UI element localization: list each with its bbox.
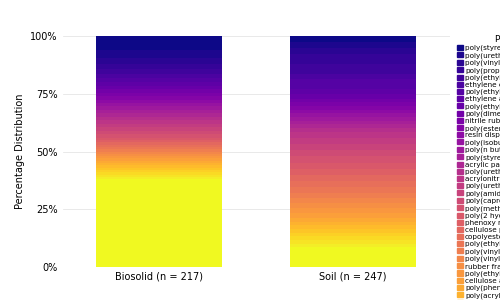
Bar (290, 187, 416, 193)
Bar (96, 154, 222, 156)
Bar (290, 106, 416, 110)
Legend: poly(styrene) expanded, poly(urethane) foam, poly(vinyl acetate), poly(propylene: poly(styrene) expanded, poly(urethane) f… (458, 35, 500, 300)
Bar (290, 198, 416, 203)
Bar (290, 203, 416, 208)
Bar (290, 208, 416, 213)
Bar (96, 78, 222, 82)
Bar (96, 172, 222, 175)
Bar (96, 124, 222, 127)
Bar (290, 99, 416, 102)
Bar (96, 175, 222, 177)
Bar (96, 152, 222, 154)
Bar (290, 247, 416, 267)
Bar (290, 124, 416, 128)
Bar (290, 94, 416, 99)
Bar (96, 110, 222, 113)
Bar (96, 134, 222, 138)
Bar (290, 244, 416, 247)
Bar (290, 36, 416, 42)
Bar (96, 161, 222, 163)
Bar (96, 165, 222, 168)
Bar (96, 120, 222, 124)
Bar (96, 156, 222, 158)
Bar (290, 54, 416, 64)
Bar (290, 175, 416, 181)
Bar (96, 86, 222, 89)
Bar (290, 225, 416, 229)
Bar (96, 147, 222, 149)
Bar (290, 181, 416, 187)
Bar (96, 168, 222, 170)
Bar (96, 131, 222, 134)
Bar (290, 79, 416, 89)
Bar (290, 156, 416, 163)
Bar (290, 193, 416, 198)
Bar (96, 170, 222, 172)
Bar (96, 138, 222, 140)
Bar (96, 58, 222, 64)
Bar (96, 89, 222, 93)
Bar (96, 50, 222, 58)
Bar (290, 218, 416, 221)
Bar (96, 149, 222, 152)
Bar (96, 64, 222, 70)
Bar (96, 163, 222, 165)
Bar (290, 89, 416, 94)
Bar (290, 74, 416, 79)
Bar (290, 213, 416, 218)
Bar (290, 240, 416, 244)
Bar (96, 142, 222, 145)
Bar (290, 42, 416, 48)
Bar (290, 150, 416, 156)
Bar (290, 110, 416, 113)
Bar (290, 236, 416, 240)
Bar (290, 163, 416, 169)
Bar (290, 221, 416, 225)
Bar (96, 158, 222, 161)
Bar (96, 177, 222, 179)
Bar (96, 117, 222, 120)
Bar (290, 48, 416, 54)
Bar (290, 117, 416, 121)
Bar (290, 232, 416, 236)
Bar (290, 144, 416, 150)
Bar (96, 127, 222, 131)
Bar (290, 113, 416, 117)
Bar (96, 106, 222, 110)
Bar (290, 169, 416, 175)
Bar (290, 132, 416, 138)
Bar (96, 93, 222, 96)
Bar (96, 70, 222, 74)
Y-axis label: Percentage Distribution: Percentage Distribution (14, 94, 24, 209)
Bar (290, 138, 416, 144)
Bar (96, 36, 222, 50)
Bar (96, 113, 222, 117)
Bar (96, 96, 222, 100)
Bar (96, 100, 222, 103)
Bar (290, 128, 416, 132)
Bar (96, 74, 222, 78)
Bar (96, 179, 222, 267)
Bar (290, 102, 416, 106)
Bar (290, 64, 416, 74)
Bar (96, 145, 222, 147)
Bar (96, 82, 222, 86)
Bar (96, 103, 222, 106)
Bar (96, 140, 222, 142)
Bar (290, 229, 416, 232)
Bar (290, 121, 416, 124)
